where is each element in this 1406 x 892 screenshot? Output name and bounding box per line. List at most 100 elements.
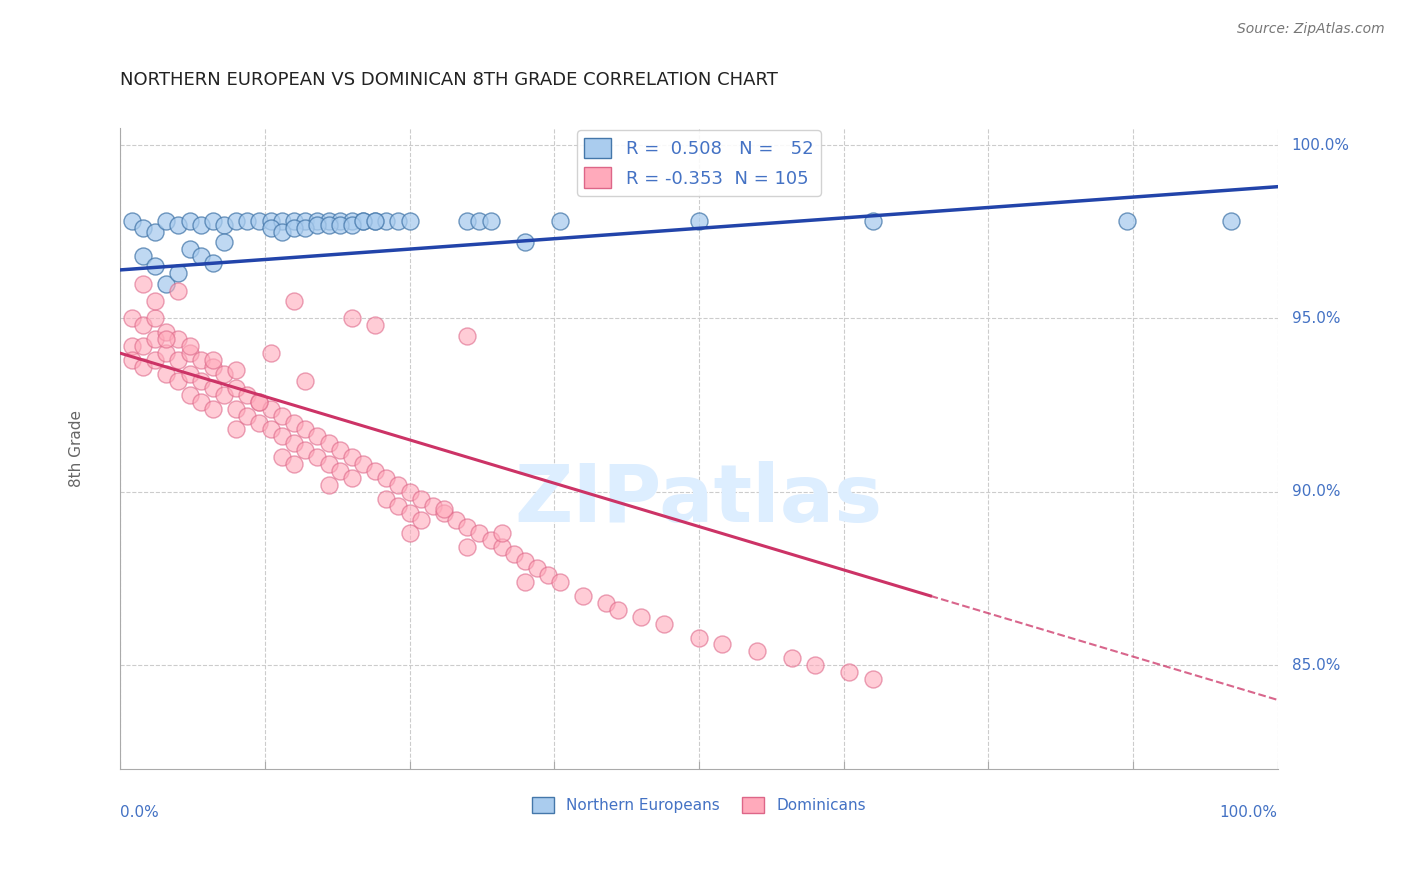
Point: [398, 506, 420, 520]
Point: [201, 256, 224, 270]
Point: [283, 436, 305, 450]
Point: [502, 547, 524, 561]
Point: [329, 443, 352, 458]
Point: [364, 318, 387, 333]
Point: [294, 221, 316, 235]
Point: [259, 221, 281, 235]
Point: [167, 266, 190, 280]
Point: [515, 575, 537, 590]
Point: [167, 374, 190, 388]
Point: [179, 214, 201, 228]
Point: [132, 249, 155, 263]
Point: [167, 353, 190, 368]
Point: [318, 218, 340, 232]
Point: [225, 422, 247, 436]
Point: [411, 513, 433, 527]
Text: 100.0%: 100.0%: [1220, 805, 1278, 820]
Point: [143, 311, 166, 326]
Point: [688, 214, 710, 228]
Point: [375, 491, 398, 506]
Text: 90.0%: 90.0%: [1292, 484, 1340, 500]
Point: [1116, 214, 1139, 228]
Point: [595, 596, 617, 610]
Point: [225, 214, 247, 228]
Point: [375, 214, 398, 228]
Text: Source: ZipAtlas.com: Source: ZipAtlas.com: [1237, 22, 1385, 37]
Point: [456, 214, 478, 228]
Text: 95.0%: 95.0%: [1292, 311, 1340, 326]
Point: [340, 471, 363, 485]
Point: [329, 218, 352, 232]
Text: 0.0%: 0.0%: [120, 805, 159, 820]
Point: [548, 575, 571, 590]
Point: [179, 346, 201, 360]
Point: [305, 450, 328, 465]
Point: [247, 214, 270, 228]
Point: [132, 277, 155, 291]
Point: [143, 225, 166, 239]
Point: [121, 214, 143, 228]
Point: [352, 457, 374, 471]
Point: [132, 318, 155, 333]
Point: [387, 214, 409, 228]
Point: [155, 326, 177, 340]
Text: 100.0%: 100.0%: [1292, 137, 1350, 153]
Point: [318, 436, 340, 450]
Point: [491, 526, 513, 541]
Point: [225, 381, 247, 395]
Point: [1220, 214, 1243, 228]
Point: [167, 332, 190, 346]
Point: [247, 394, 270, 409]
Point: [247, 394, 270, 409]
Point: [214, 388, 236, 402]
Point: [201, 359, 224, 374]
Point: [387, 478, 409, 492]
Point: [190, 353, 212, 368]
Point: [259, 346, 281, 360]
Point: [132, 221, 155, 235]
Point: [491, 541, 513, 555]
Point: [387, 499, 409, 513]
Point: [179, 367, 201, 381]
Point: [179, 242, 201, 256]
Point: [190, 249, 212, 263]
Point: [179, 388, 201, 402]
Point: [155, 277, 177, 291]
Point: [294, 422, 316, 436]
Point: [479, 214, 502, 228]
Point: [143, 294, 166, 309]
Point: [318, 457, 340, 471]
Point: [318, 214, 340, 228]
Point: [201, 214, 224, 228]
Point: [121, 353, 143, 368]
Point: [121, 311, 143, 326]
Point: [652, 616, 675, 631]
Point: [225, 363, 247, 377]
Point: [537, 568, 560, 582]
Point: [143, 332, 166, 346]
Point: [630, 609, 652, 624]
Point: [318, 478, 340, 492]
Point: [259, 422, 281, 436]
Point: [271, 450, 294, 465]
Point: [271, 409, 294, 423]
Point: [259, 214, 281, 228]
Point: [236, 388, 259, 402]
Point: [132, 339, 155, 353]
Point: [294, 214, 316, 228]
Point: [803, 658, 825, 673]
Point: [688, 631, 710, 645]
Point: [398, 526, 420, 541]
Point: [340, 218, 363, 232]
Point: [340, 311, 363, 326]
Point: [548, 214, 571, 228]
Point: [352, 214, 374, 228]
Point: [862, 672, 884, 686]
Point: [468, 526, 491, 541]
Point: [294, 374, 316, 388]
Point: [247, 416, 270, 430]
Point: [456, 328, 478, 343]
Point: [606, 603, 628, 617]
Point: [862, 214, 884, 228]
Point: [479, 533, 502, 548]
